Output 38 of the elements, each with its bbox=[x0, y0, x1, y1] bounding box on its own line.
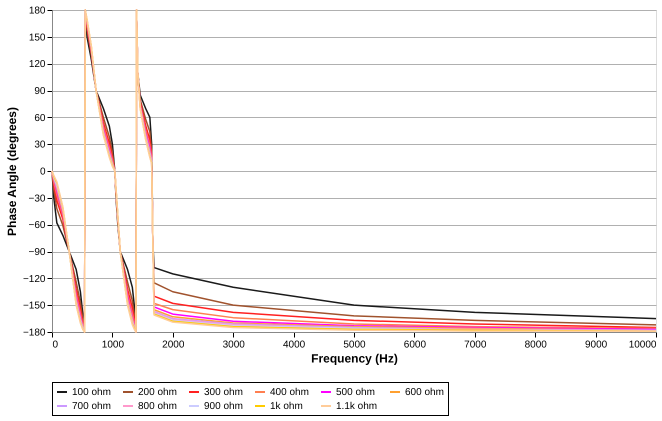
x-tick-label: 4000 bbox=[282, 340, 306, 350]
y-tick-label: 30 bbox=[34, 140, 46, 151]
y-tick-label: −30 bbox=[28, 193, 46, 204]
legend-label: 700 ohm bbox=[72, 401, 111, 412]
x-tick-label: 9000 bbox=[584, 340, 608, 350]
y-axis-title: Phase Angle (degrees) bbox=[4, 107, 19, 236]
legend-label: 500 ohm bbox=[336, 387, 375, 398]
y-tick-label: −150 bbox=[22, 300, 46, 312]
y-tick-label: −180 bbox=[22, 328, 46, 338]
legend-label: 400 ohm bbox=[270, 387, 309, 398]
line-series bbox=[51, 9, 657, 333]
x-tick-label: 0 bbox=[52, 340, 58, 350]
legend-label: 300 ohm bbox=[204, 387, 243, 398]
y-tick-label: 90 bbox=[34, 86, 46, 97]
x-tick-label: 8000 bbox=[524, 340, 548, 350]
legend-label: 900 ohm bbox=[204, 401, 243, 412]
legend-label: 600 ohm bbox=[405, 387, 444, 398]
legend-label: 1.1k ohm bbox=[336, 401, 378, 412]
y-tick-label: 150 bbox=[28, 32, 46, 44]
y-tick-label: −120 bbox=[22, 274, 46, 285]
x-tick-label: 5000 bbox=[343, 340, 366, 350]
legend-label: 200 ohm bbox=[138, 387, 177, 398]
x-tick-label: 2000 bbox=[162, 340, 185, 350]
y-tick-label: 120 bbox=[28, 59, 46, 70]
x-tick-label: 3000 bbox=[222, 340, 246, 350]
y-tick-label: −90 bbox=[28, 247, 46, 258]
legend-label: 100 ohm bbox=[72, 387, 111, 398]
legend-label: 800 ohm bbox=[138, 401, 177, 412]
x-axis-title: Frequency (Hz) bbox=[311, 352, 398, 366]
y-tick-label: −60 bbox=[28, 220, 46, 232]
y-tick-label: 60 bbox=[34, 112, 46, 124]
x-tick-label: 1000 bbox=[102, 340, 124, 350]
x-tick-label: 7000 bbox=[464, 340, 487, 350]
legend-label: 1k ohm bbox=[270, 401, 303, 412]
y-tick-label: 180 bbox=[28, 6, 46, 16]
y-tick-label: 0 bbox=[40, 166, 46, 178]
x-tick-label: 10000 bbox=[628, 340, 657, 350]
x-tick-label: 6000 bbox=[404, 340, 426, 350]
